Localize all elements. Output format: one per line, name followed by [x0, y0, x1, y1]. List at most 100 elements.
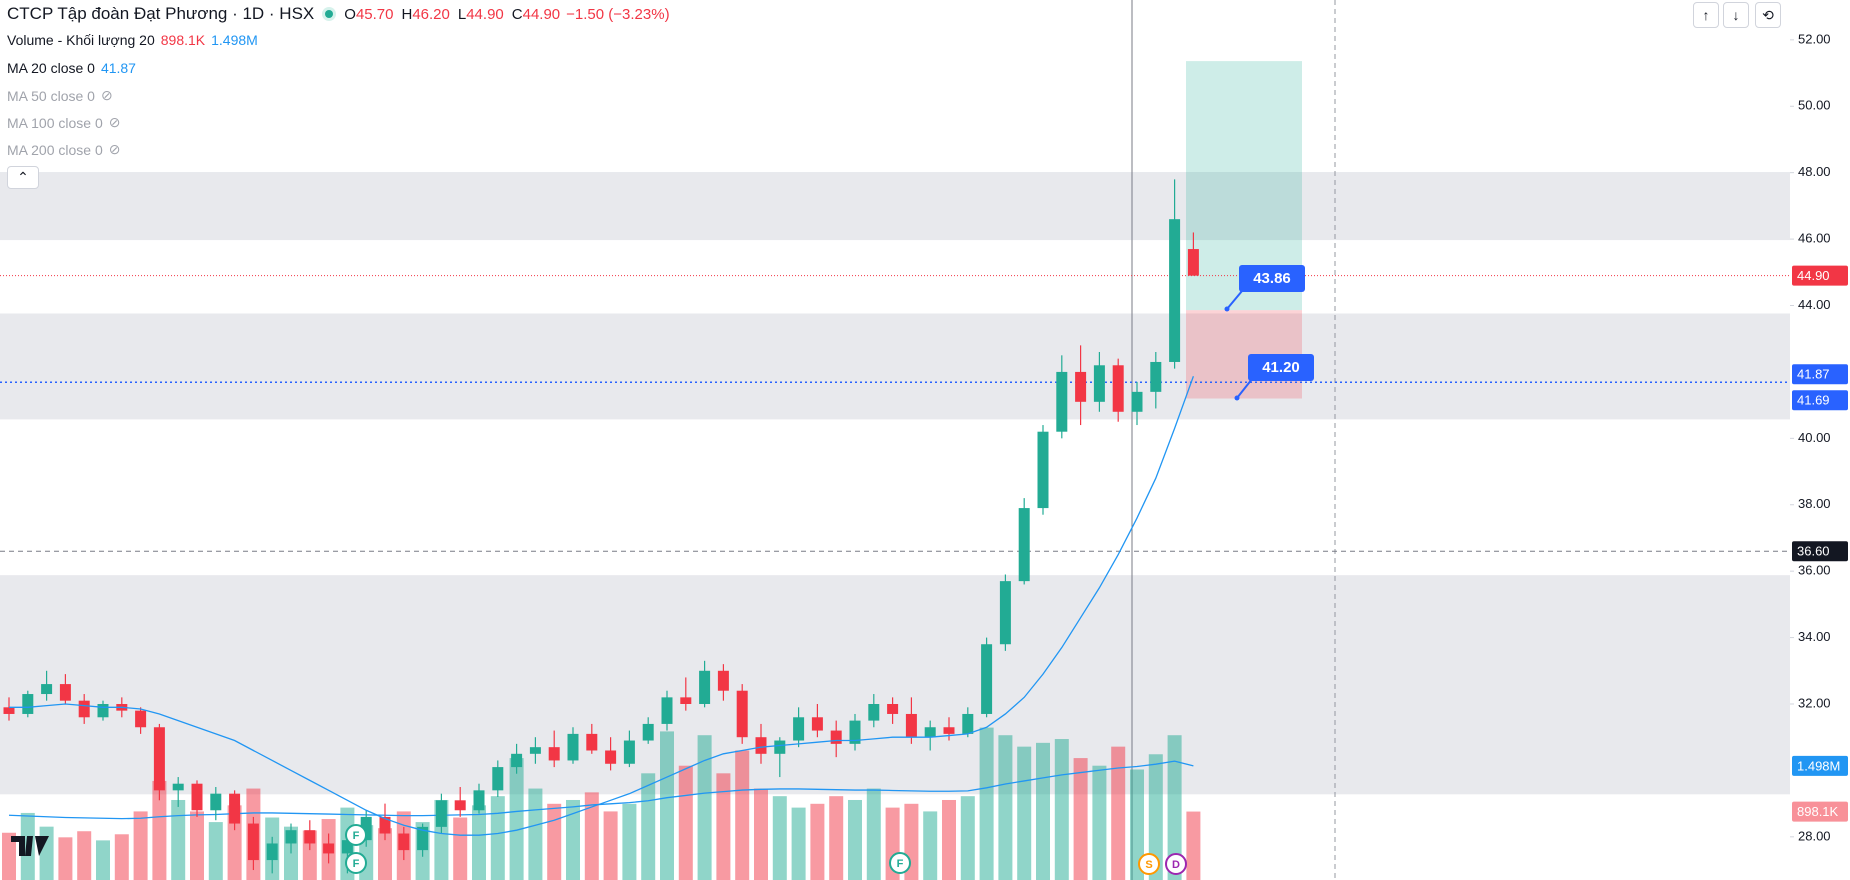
candle-body	[529, 747, 541, 754]
candle-body	[623, 740, 635, 764]
change: −1.50 (−3.23%)	[566, 5, 670, 23]
volume-bar	[960, 796, 975, 880]
candle-body	[680, 697, 692, 704]
legend-name: MA 20 close 0	[7, 60, 95, 76]
header: CTCP Tập đoàn Đạt Phương · 1D · HSX O45.…	[7, 4, 670, 24]
candle-body	[78, 700, 90, 718]
event-marker	[1165, 853, 1187, 875]
hidden-icon[interactable]: ⊘	[100, 87, 113, 103]
price-badge	[1792, 390, 1848, 411]
event-label: F	[353, 830, 360, 842]
candle-body	[454, 800, 466, 811]
price-axis	[1790, 0, 1850, 880]
y-tick-label: 46.00	[1798, 231, 1831, 246]
volume-bar	[547, 803, 562, 880]
candle-body	[153, 727, 165, 791]
candle-body	[59, 684, 71, 701]
candle-body	[435, 800, 447, 827]
volume-bar	[509, 758, 524, 880]
candle-body	[22, 694, 34, 714]
ohlc-value: 44.90	[466, 5, 504, 23]
volume-bar	[1130, 769, 1144, 880]
candle-body	[642, 723, 654, 741]
down-button[interactable]: ↓	[1723, 2, 1749, 28]
candle-body	[567, 733, 579, 761]
volume-bar	[772, 796, 787, 880]
ohlc-item: H46.20	[401, 6, 449, 23]
candle-body	[1150, 361, 1162, 392]
price-badge-label: 41.69	[1797, 393, 1830, 408]
zone	[0, 172, 1790, 241]
symbol-title: CTCP Tập đoàn Đạt Phương · 1D · HSX	[7, 4, 315, 23]
ohlc-key: O	[344, 5, 356, 23]
legend-name: MA 200 close 0	[7, 141, 103, 158]
legend-ma200[interactable]: MA 200 close 0 ⊘	[7, 141, 120, 158]
callout-anchor	[1234, 395, 1240, 401]
volume-bar	[114, 834, 129, 880]
y-tick-label: 52.00	[1798, 31, 1831, 46]
ohlc-key: C	[511, 5, 523, 23]
ohlc-value: 46.20	[412, 5, 450, 23]
live-dot	[322, 7, 337, 21]
price-badge	[1792, 541, 1848, 562]
collapse-button[interactable]: ⌃	[7, 166, 39, 189]
candle-body	[830, 730, 842, 744]
candle-body	[699, 670, 711, 704]
volume-bar	[77, 831, 92, 880]
candle-body	[229, 793, 241, 824]
candle-body	[1093, 365, 1105, 402]
volume-bar	[133, 811, 148, 880]
up-button[interactable]: ↑	[1693, 2, 1719, 28]
zone	[0, 313, 1790, 420]
legend-name: Volume - Khối lượng 20	[7, 32, 155, 48]
candle-body	[1131, 391, 1143, 412]
y-tick-label: 36.00	[1798, 563, 1831, 578]
event-marker	[1138, 853, 1160, 875]
candle-body	[962, 713, 974, 734]
legend-ma50[interactable]: MA 50 close 0 ⊘	[7, 87, 113, 104]
legend-value: 1.498M	[211, 32, 258, 48]
candle-body	[774, 740, 786, 754]
volume-bar	[378, 828, 392, 880]
candle-body	[849, 720, 861, 744]
volume-bar	[190, 811, 204, 880]
legend-value: 898.1K	[160, 32, 206, 48]
candle-body	[304, 830, 316, 844]
event-marker	[345, 824, 367, 846]
y-tick-label: 48.00	[1798, 164, 1831, 179]
volume-bar	[942, 799, 956, 880]
candle-body	[999, 581, 1011, 645]
volume-bar	[829, 796, 844, 880]
volume-bar	[791, 807, 806, 880]
candle-body	[1169, 219, 1181, 362]
event-label: F	[353, 858, 360, 870]
candle-body	[943, 727, 955, 734]
candle-body	[661, 697, 673, 724]
hidden-icon[interactable]: ⊘	[108, 141, 121, 157]
ohlc-key: H	[401, 5, 413, 23]
event-label: D	[1172, 859, 1180, 871]
callout-box	[1248, 354, 1314, 381]
volume-bar	[1186, 811, 1201, 880]
candle-body	[341, 840, 353, 854]
candle-body	[191, 783, 203, 811]
legend-name: MA 50 close 0	[7, 87, 95, 104]
callout-box	[1239, 265, 1305, 292]
y-tick-label: 40.00	[1798, 430, 1831, 445]
volume-bar	[1092, 765, 1107, 880]
candle-body	[981, 644, 993, 714]
event-label: F	[897, 858, 904, 870]
candle-body	[1018, 508, 1030, 582]
legend-ma100[interactable]: MA 100 close 0 ⊘	[7, 114, 120, 131]
price-badge-label: 898.1K	[1797, 804, 1839, 819]
ohlc-value: 45.70	[355, 5, 394, 23]
volume-bar	[58, 837, 73, 880]
volume-bar	[979, 727, 994, 880]
hidden-icon[interactable]: ⊘	[108, 114, 121, 130]
reset-button[interactable]: ⟲	[1755, 2, 1781, 28]
volume-bar	[810, 803, 825, 880]
event-marker	[889, 852, 911, 874]
volume-bar	[678, 765, 693, 880]
candle-body	[417, 826, 429, 851]
